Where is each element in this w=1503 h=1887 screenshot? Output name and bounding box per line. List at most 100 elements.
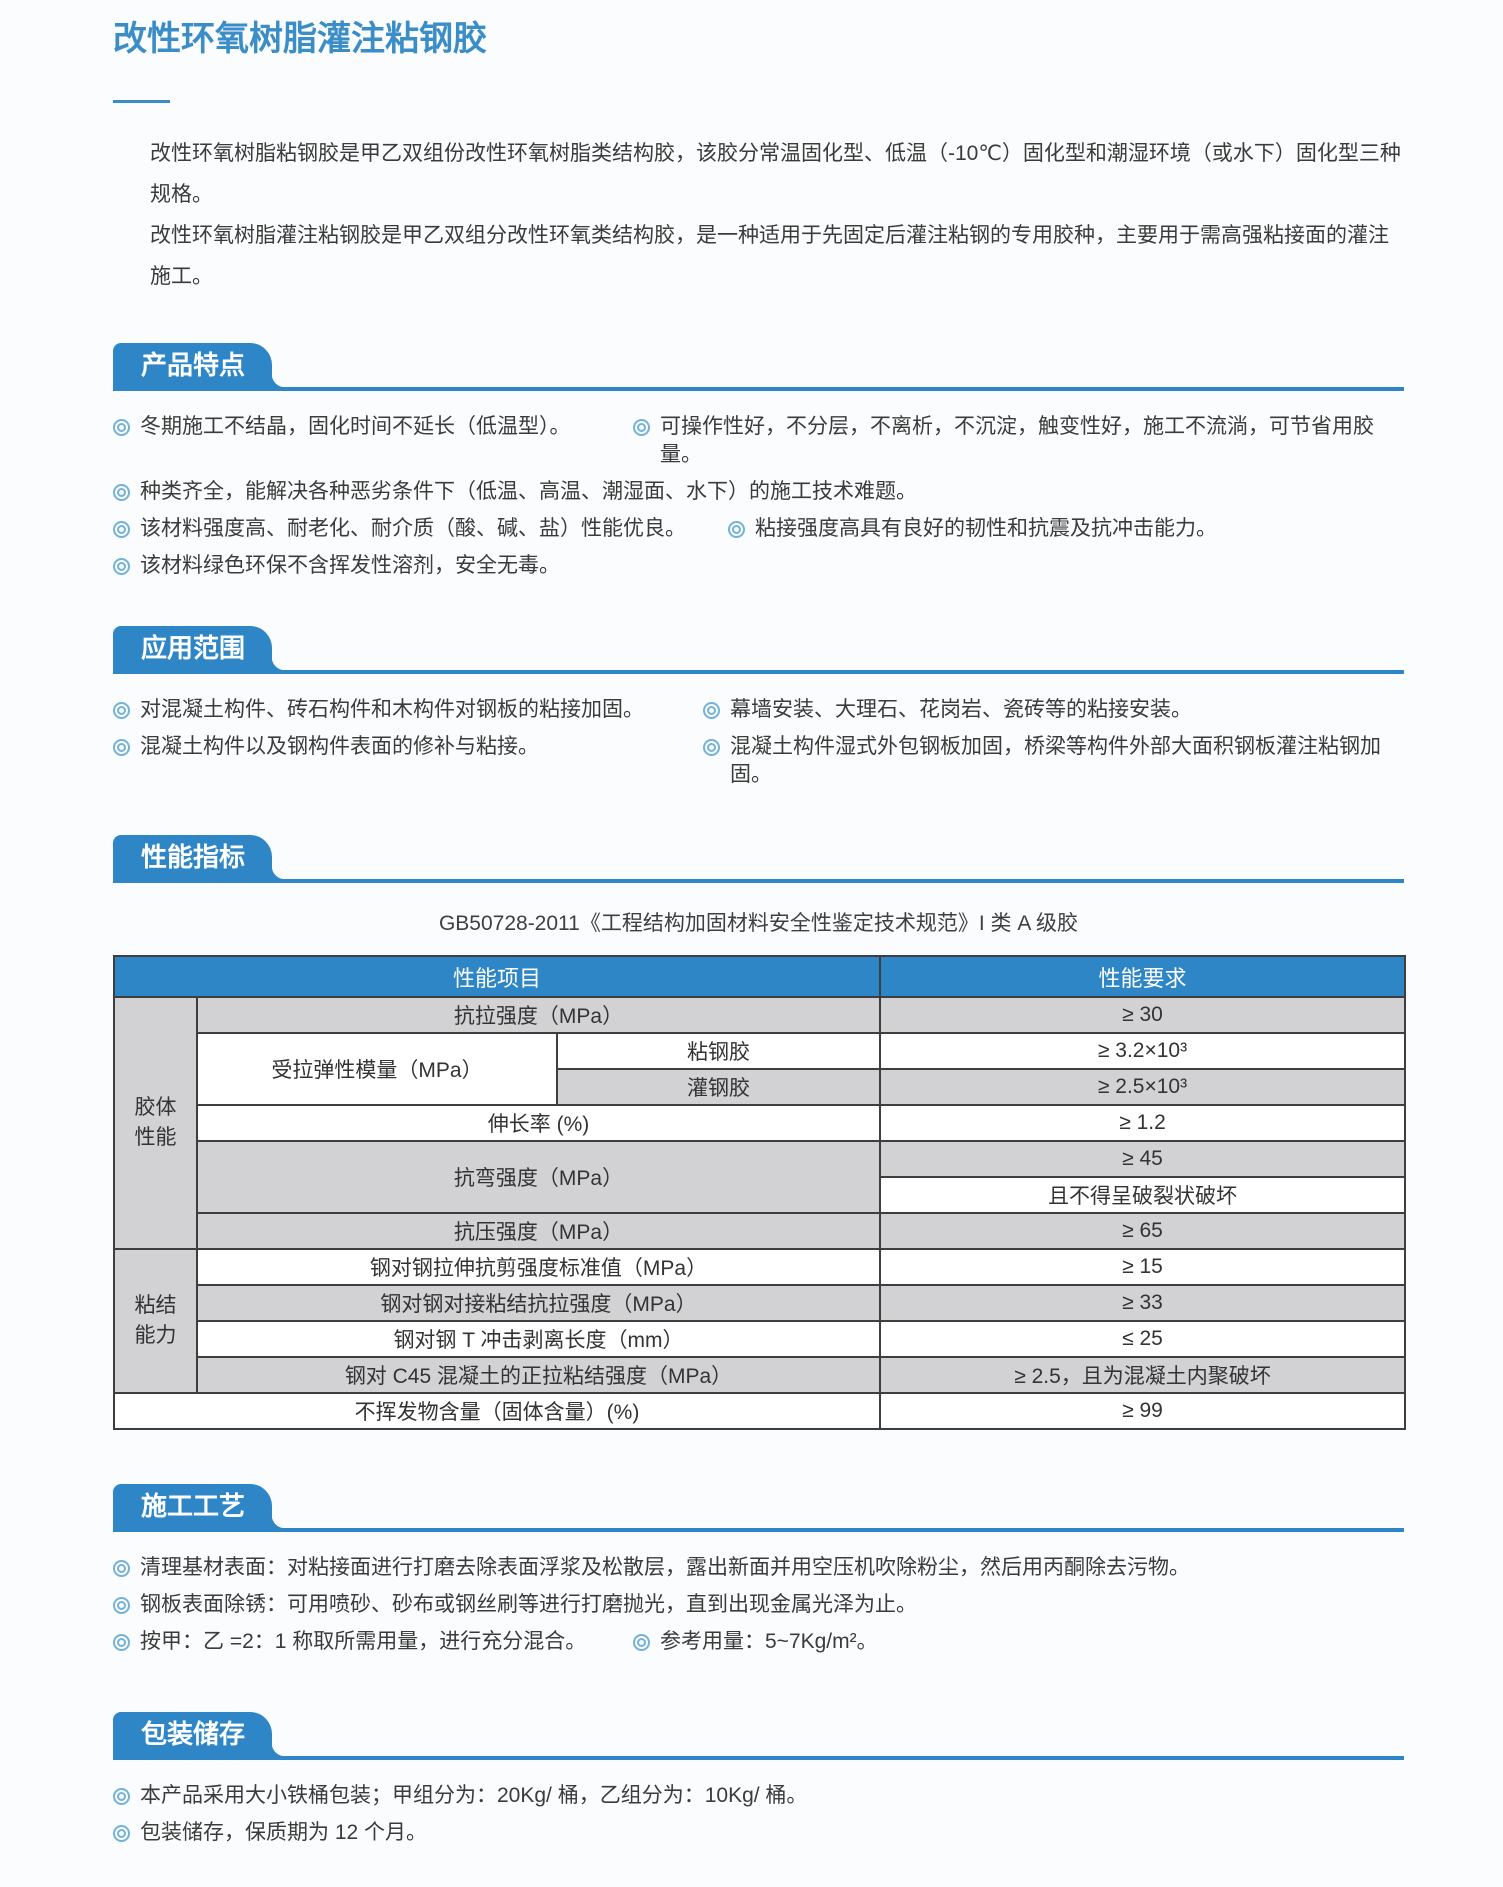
intro-paragraph: 改性环氧树脂粘钢胶是甲乙双组份改性环氧树脂类结构胶，该胶分常温固化型、低温（-1… [150, 142, 1401, 206]
list-item-text: 种类齐全，能解决各种恶劣条件下（低温、高温、潮湿面、水下）的施工技术难题。 [140, 480, 917, 503]
list-row: 包装储存，保质期为 12 个月。 [113, 1819, 1404, 1847]
section-product-features: 产品特点 冬期施工不结晶，固化时间不延长（低温型）。 可操作性好，不分层，不离析… [113, 343, 1404, 580]
list-item-text: 本产品采用大小铁桶包装；甲组分为：20Kg/ 桶，乙组分为：10Kg/ 桶。 [140, 1784, 808, 1807]
cell-value: ≥ 2.5，且为混凝土内聚破坏 [879, 1356, 1406, 1394]
cell-label: 钢对钢拉伸抗剪强度标准值（MPa） [196, 1248, 881, 1286]
bullet-icon [113, 419, 130, 436]
section-header-rule: 施工工艺 [113, 1484, 1404, 1532]
table-row: 钢对钢对接粘结抗拉强度（MPa） ≥ 33 [114, 1284, 1406, 1322]
list-item: 参考用量：5~7Kg/m²。 [633, 1628, 878, 1656]
table-row: 钢对 C45 混凝土的正拉粘结强度（MPa） ≥ 2.5，且为混凝土内聚破坏 [114, 1356, 1406, 1394]
table-caption: GB50728-2011《工程结构加固材料安全性鉴定技术规范》I 类 A 级胶 [438, 912, 1079, 935]
table-row: 抗压强度（MPa） ≥ 65 [114, 1212, 1406, 1250]
list-row: 种类齐全，能解决各种恶劣条件下（低温、高温、潮湿面、水下）的施工技术难题。 [113, 478, 1404, 506]
bullet-icon [728, 521, 745, 538]
bullet-icon [113, 1634, 130, 1651]
process-list: 清理基材表面：对粘接面进行打磨去除表面浮浆及松散层，露出新面并用空压机吹除粉尘，… [113, 1554, 1404, 1656]
cell-value: ≤ 25 [879, 1320, 1406, 1358]
applications-list: 对混凝土构件、砖石构件和木构件对钢板的粘接加固。 幕墙安装、大理石、花岗岩、瓷砖… [113, 696, 1404, 789]
cell-label: 钢对钢对接粘结抗拉强度（MPa） [196, 1284, 881, 1322]
cell-sublabel: 粘钢胶 [556, 1032, 881, 1070]
cell-label: 钢对 C45 混凝土的正拉粘结强度（MPa） [196, 1356, 881, 1394]
section-performance: 性能指标 GB50728-2011《工程结构加固材料安全性鉴定技术规范》I 类 … [113, 835, 1406, 1430]
section-heading-badge: 产品特点 [113, 343, 286, 387]
cell-value: ≥ 33 [879, 1284, 1406, 1322]
list-item: 冬期施工不结晶，固化时间不延长（低温型）。 [113, 413, 633, 441]
bullet-icon [703, 702, 720, 719]
list-item: 可操作性好，不分层，不离析，不沉淀，触变性好，施工不流淌，可节省用胶量。 [633, 413, 1404, 469]
column-header-item: 性能项目 [113, 955, 881, 998]
list-item-text: 包装储存，保质期为 12 个月。 [140, 1821, 428, 1844]
cell-value: ≥ 3.2×10³ [879, 1032, 1406, 1070]
list-item: 混凝土构件以及钢构件表面的修补与粘接。 [113, 733, 703, 761]
section-heading-badge: 性能指标 [113, 835, 286, 879]
list-item: 该材料绿色环保不含挥发性溶剂，安全无毒。 [113, 552, 560, 580]
list-row: 清理基材表面：对粘接面进行打磨去除表面浮浆及松散层，露出新面并用空压机吹除粉尘，… [113, 1554, 1404, 1582]
bullet-icon [113, 1788, 130, 1805]
section-heading-badge: 施工工艺 [113, 1484, 286, 1528]
bullet-icon [633, 419, 650, 436]
table-row: 受拉弹性模量（MPa） 粘钢胶 ≥ 3.2×10³ [114, 1032, 1406, 1106]
cell-sublabel: 灌钢胶 [556, 1068, 881, 1106]
table-row: 灌钢胶 ≥ 2.5×10³ [114, 1068, 1406, 1106]
cell-value: ≥ 45 [879, 1140, 1406, 1178]
bullet-icon [113, 702, 130, 719]
cell-value: ≥ 1.2 [879, 1104, 1406, 1142]
section-heading-badge: 包装储存 [113, 1712, 286, 1756]
list-item-text: 粘接强度高具有良好的韧性和抗震及抗冲击能力。 [755, 517, 1217, 540]
list-item: 包装储存，保质期为 12 个月。 [113, 1819, 427, 1847]
list-item: 按甲：乙 =2：1 称取所需用量，进行充分混合。 [113, 1628, 633, 1656]
list-item-text: 清理基材表面：对粘接面进行打磨去除表面浮浆及松散层，露出新面并用空压机吹除粉尘，… [140, 1556, 1190, 1579]
list-item: 种类齐全，能解决各种恶劣条件下（低温、高温、潮湿面、水下）的施工技术难题。 [113, 478, 917, 506]
section-packaging: 包装储存 本产品采用大小铁桶包装；甲组分为：20Kg/ 桶，乙组分为：10Kg/… [113, 1712, 1404, 1847]
table-row: 抗弯强度（MPa） ≥ 45 [114, 1140, 1406, 1214]
list-item-text: 可操作性好，不分层，不离析，不沉淀，触变性好，施工不流淌，可节省用胶量。 [660, 415, 1374, 466]
list-item-text: 混凝土构件以及钢构件表面的修补与粘接。 [140, 735, 539, 758]
cell-value: 且不得呈破裂状破坏 [879, 1176, 1406, 1214]
list-item: 清理基材表面：对粘接面进行打磨去除表面浮浆及松散层，露出新面并用空压机吹除粉尘，… [113, 1554, 1190, 1582]
table-row: 胶体性能 抗拉强度（MPa） ≥ 30 [113, 996, 1406, 1250]
table-row: 钢对钢 T 冲击剥离长度（mm） ≤ 25 [114, 1320, 1406, 1358]
list-row: 钢板表面除锈：可用喷砂、砂布或钢丝刷等进行打磨抛光，直到出现金属光泽为止。 [113, 1591, 1404, 1619]
cell-label: 不挥发物含量（固体含量）(%) [113, 1392, 881, 1430]
title-underline [113, 100, 170, 103]
list-item-text: 钢板表面除锈：可用喷砂、砂布或钢丝刷等进行打磨抛光，直到出现金属光泽为止。 [140, 1593, 917, 1616]
list-item: 本产品采用大小铁桶包装；甲组分为：20Kg/ 桶，乙组分为：10Kg/ 桶。 [113, 1782, 807, 1810]
list-item: 粘接强度高具有良好的韧性和抗震及抗冲击能力。 [728, 515, 1217, 543]
list-item: 该材料强度高、耐老化、耐介质（酸、碱、盐）性能优良。 [113, 515, 728, 543]
section-header-rule: 应用范围 [113, 626, 1404, 674]
list-item-text: 按甲：乙 =2：1 称取所需用量，进行充分混合。 [140, 1630, 587, 1653]
cell-label: 伸长率 (%) [196, 1104, 881, 1142]
table-row: 粘结能力 钢对钢拉伸抗剪强度标准值（MPa） ≥ 15 [113, 1248, 1406, 1394]
list-item-text: 该材料强度高、耐老化、耐介质（酸、碱、盐）性能优良。 [140, 517, 686, 540]
group-header-cell: 胶体性能 [113, 996, 198, 1250]
list-row: 冬期施工不结晶，固化时间不延长（低温型）。 可操作性好，不分层，不离析，不沉淀，… [113, 413, 1404, 469]
bullet-icon [113, 739, 130, 756]
list-row: 混凝土构件以及钢构件表面的修补与粘接。 混凝土构件湿式外包钢板加固，桥梁等构件外… [113, 733, 1404, 789]
list-item: 钢板表面除锈：可用喷砂、砂布或钢丝刷等进行打磨抛光，直到出现金属光泽为止。 [113, 1591, 917, 1619]
cell-label: 抗弯强度（MPa） [196, 1140, 881, 1214]
list-row: 该材料绿色环保不含挥发性溶剂，安全无毒。 [113, 552, 1404, 580]
features-list: 冬期施工不结晶，固化时间不延长（低温型）。 可操作性好，不分层，不离析，不沉淀，… [113, 413, 1404, 580]
cell-label: 抗拉强度（MPa） [196, 996, 881, 1034]
section-process: 施工工艺 清理基材表面：对粘接面进行打磨去除表面浮浆及松散层，露出新面并用空压机… [113, 1484, 1404, 1656]
cell-value: ≥ 2.5×10³ [879, 1068, 1406, 1106]
group-header-cell: 粘结能力 [113, 1248, 198, 1394]
section-heading-badge: 应用范围 [113, 626, 286, 670]
page-title: 改性环氧树脂灌注粘钢胶 [113, 20, 487, 58]
cell-value: ≥ 99 [879, 1392, 1406, 1430]
table-row: 伸长率 (%) ≥ 1.2 [114, 1104, 1406, 1142]
section-header-rule: 包装储存 [113, 1712, 1404, 1760]
list-row: 该材料强度高、耐老化、耐介质（酸、碱、盐）性能优良。 粘接强度高具有良好的韧性和… [113, 515, 1404, 543]
list-row: 对混凝土构件、砖石构件和木构件对钢板的粘接加固。 幕墙安装、大理石、花岗岩、瓷砖… [113, 696, 1404, 724]
list-item-text: 幕墙安装、大理石、花岗岩、瓷砖等的粘接安装。 [730, 698, 1192, 721]
intro-paragraph: 改性环氧树脂灌注粘钢胶是甲乙双组分改性环氧类结构胶，是一种适用于先固定后灌注粘钢… [150, 224, 1389, 288]
cell-value: ≥ 30 [879, 996, 1406, 1034]
section-applications: 应用范围 对混凝土构件、砖石构件和木构件对钢板的粘接加固。 幕墙安装、大理石、花… [113, 626, 1404, 789]
section-header-rule: 性能指标 [113, 835, 1404, 883]
list-item: 幕墙安装、大理石、花岗岩、瓷砖等的粘接安装。 [703, 696, 1192, 724]
packaging-list: 本产品采用大小铁桶包装；甲组分为：20Kg/ 桶，乙组分为：10Kg/ 桶。 包… [113, 1782, 1404, 1847]
bullet-icon [113, 1560, 130, 1577]
bullet-icon [113, 484, 130, 501]
